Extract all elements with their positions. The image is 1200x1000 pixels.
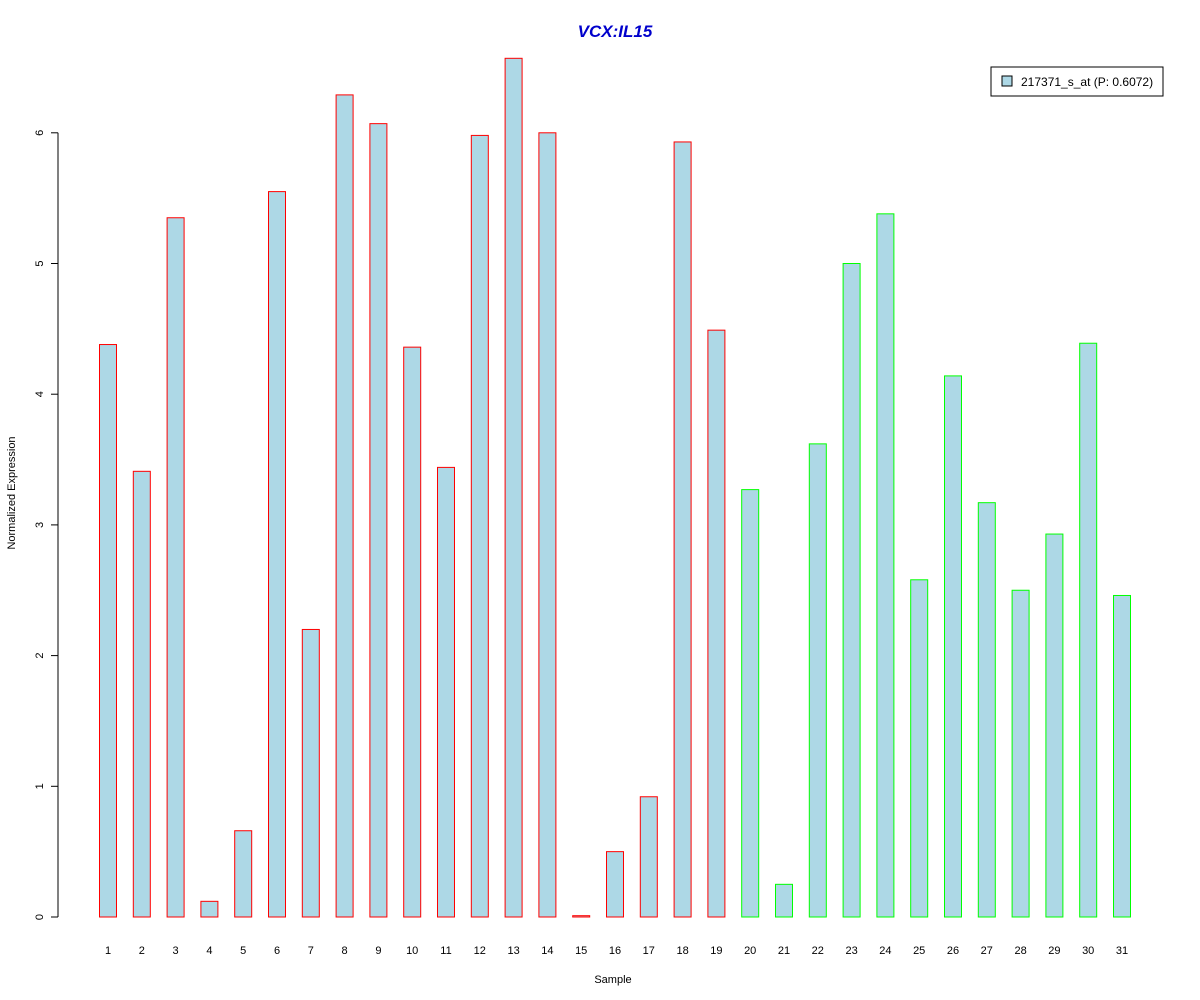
bar-sample-21 bbox=[775, 883, 793, 918]
y-tick-label: 3 bbox=[34, 522, 46, 528]
bar-sample-29 bbox=[1045, 533, 1064, 918]
bar-sample-7 bbox=[301, 628, 320, 918]
x-tick-label: 24 bbox=[879, 945, 891, 957]
x-tick-label: 17 bbox=[643, 945, 655, 957]
x-axis-label: Sample bbox=[594, 974, 631, 986]
y-tick-label: 6 bbox=[34, 130, 46, 136]
bar-sample-11 bbox=[437, 466, 455, 918]
x-tick-label: 23 bbox=[845, 945, 857, 957]
x-tick-label: 9 bbox=[375, 945, 381, 957]
x-tick-label: 13 bbox=[507, 945, 519, 957]
x-tick-label: 1 bbox=[105, 945, 111, 957]
legend-box bbox=[990, 66, 1164, 97]
x-tick-label: 5 bbox=[240, 945, 246, 957]
x-tick-label: 29 bbox=[1048, 945, 1060, 957]
bar-sample-4 bbox=[200, 900, 219, 918]
x-tick-label: 14 bbox=[541, 945, 553, 957]
bar-sample-3 bbox=[166, 217, 185, 918]
legend-swatch bbox=[1001, 75, 1013, 87]
x-tick-label: 7 bbox=[308, 945, 314, 957]
bar-sample-14 bbox=[538, 132, 557, 918]
bar-sample-12 bbox=[470, 134, 489, 918]
chart-title: VCX:IL15 bbox=[578, 22, 653, 41]
bar-sample-20 bbox=[741, 489, 760, 918]
x-tick-label: 8 bbox=[342, 945, 348, 957]
bar-sample-22 bbox=[808, 443, 827, 918]
x-tick-label: 2 bbox=[139, 945, 145, 957]
x-tick-label: 31 bbox=[1116, 945, 1128, 957]
legend: 217371_s_at (P: 0.6072) bbox=[990, 66, 1164, 97]
x-tick-label: 19 bbox=[710, 945, 722, 957]
x-tick-label: 11 bbox=[440, 945, 451, 957]
bar-sample-8 bbox=[335, 94, 354, 918]
x-tick-label: 12 bbox=[474, 945, 486, 957]
x-tick-label: 20 bbox=[744, 945, 756, 957]
bar-sample-26 bbox=[944, 375, 962, 918]
y-tick-label: 1 bbox=[34, 783, 46, 789]
bar-sample-27 bbox=[977, 502, 996, 918]
y-axis-label: Normalized Expression bbox=[6, 436, 18, 549]
y-tick-label: 0 bbox=[34, 914, 46, 920]
bar-sample-6 bbox=[268, 191, 286, 918]
bar-sample-19 bbox=[707, 329, 726, 918]
bar-sample-23 bbox=[842, 263, 861, 918]
x-tick-label: 21 bbox=[778, 945, 790, 957]
x-tick-label: 15 bbox=[575, 945, 587, 957]
x-tick-label: 26 bbox=[947, 945, 959, 957]
bar-sample-1 bbox=[99, 344, 117, 918]
x-tick-label: 18 bbox=[676, 945, 688, 957]
y-axis: 0 1 2 3 4 5 6 bbox=[34, 130, 59, 920]
x-tick-label: 10 bbox=[406, 945, 418, 957]
x-tick-labels: 1 2 3 4 5 6 7 8 9 10 11 12 13 14 15 16 17 18 19 20 21 22 23 24 2… bbox=[105, 945, 1128, 957]
x-tick-label: 22 bbox=[812, 945, 824, 957]
y-tick-label: 2 bbox=[34, 653, 46, 659]
x-tick-label: 6 bbox=[274, 945, 280, 957]
x-tick-label: 27 bbox=[981, 945, 993, 957]
x-tick-label: 16 bbox=[609, 945, 621, 957]
bar-sample-31 bbox=[1113, 594, 1131, 918]
x-tick-label: 25 bbox=[913, 945, 925, 957]
x-tick-label: 28 bbox=[1014, 945, 1026, 957]
x-tick-label: 3 bbox=[173, 945, 179, 957]
bar-sample-25 bbox=[910, 579, 929, 918]
bar-sample-10 bbox=[403, 346, 422, 918]
bar-sample-9 bbox=[369, 123, 388, 918]
bar-sample-13 bbox=[504, 57, 523, 918]
bar-sample-24 bbox=[876, 213, 895, 918]
y-tick-label: 4 bbox=[34, 391, 46, 397]
bar-sample-16 bbox=[606, 851, 624, 918]
bar-sample-15 bbox=[572, 915, 591, 918]
bar-sample-2 bbox=[132, 470, 151, 918]
x-tick-label: 30 bbox=[1082, 945, 1094, 957]
bar-sample-5 bbox=[234, 830, 253, 918]
bar-sample-17 bbox=[639, 796, 658, 918]
y-tick-label: 5 bbox=[34, 260, 46, 266]
bar-sample-28 bbox=[1011, 589, 1030, 918]
bars bbox=[99, 57, 1131, 918]
legend-series-name: 217371_s_at (P: 0.6072) bbox=[1021, 75, 1153, 89]
bar-sample-18 bbox=[673, 141, 692, 918]
bar-sample-30 bbox=[1079, 342, 1098, 918]
x-tick-label: 4 bbox=[206, 945, 212, 957]
